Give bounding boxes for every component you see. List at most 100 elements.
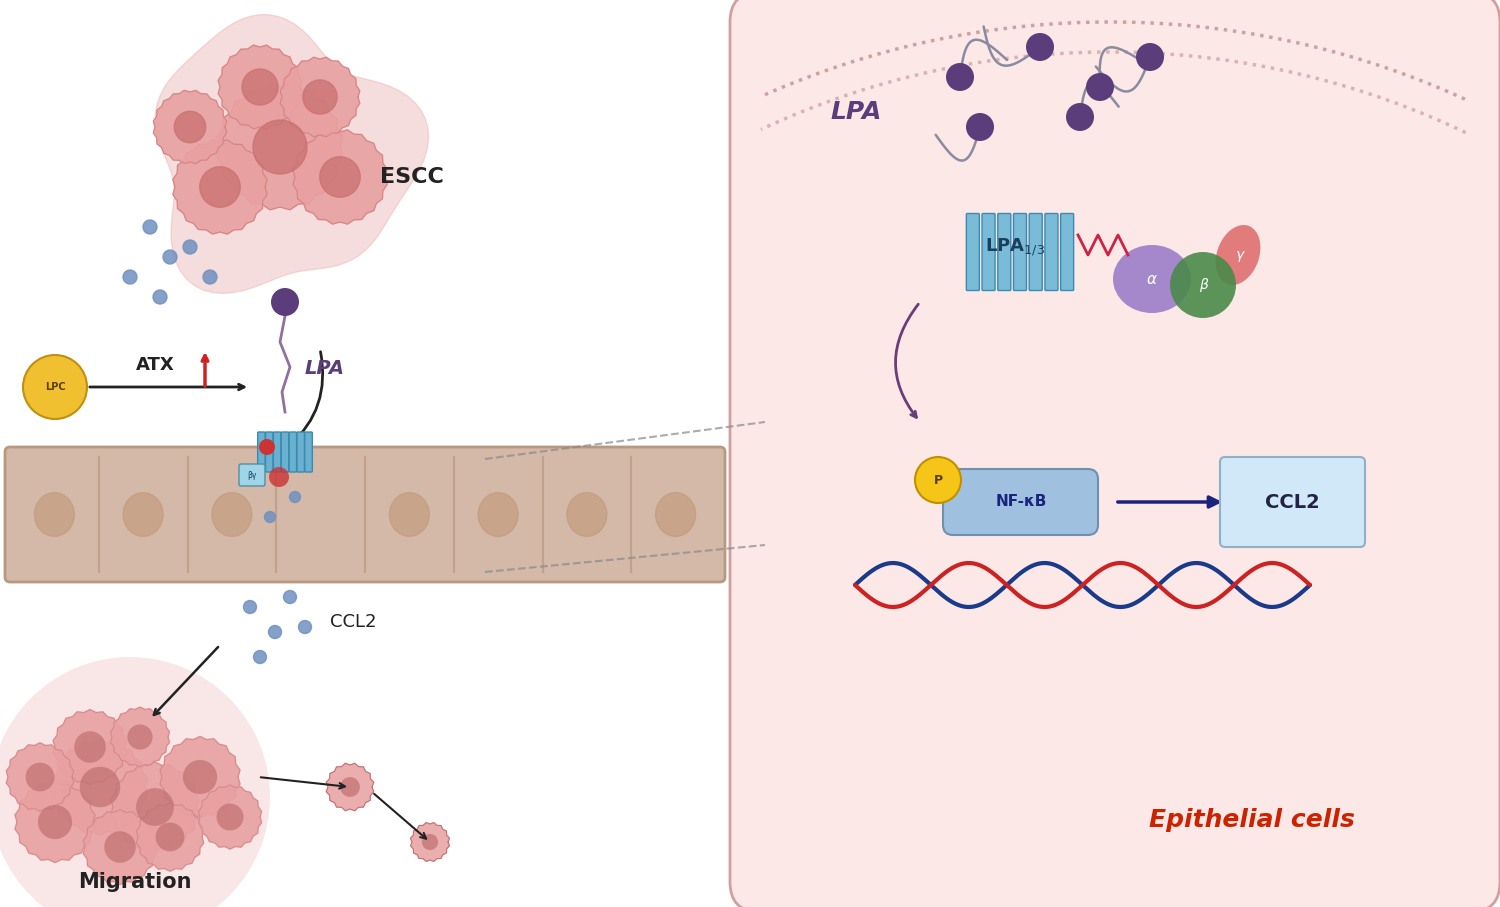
Circle shape (272, 288, 298, 316)
FancyBboxPatch shape (982, 213, 994, 290)
Circle shape (284, 590, 297, 603)
Circle shape (216, 804, 243, 831)
Circle shape (1136, 43, 1164, 71)
Text: γ: γ (1236, 248, 1244, 262)
Polygon shape (111, 762, 200, 852)
Circle shape (136, 788, 174, 826)
Circle shape (183, 760, 218, 795)
FancyBboxPatch shape (1014, 213, 1026, 290)
Circle shape (22, 355, 87, 419)
Polygon shape (6, 743, 74, 811)
Circle shape (128, 725, 153, 749)
Polygon shape (53, 709, 128, 785)
Circle shape (153, 290, 166, 304)
FancyBboxPatch shape (266, 432, 273, 472)
Polygon shape (15, 781, 94, 863)
Circle shape (268, 467, 290, 487)
Polygon shape (53, 739, 147, 835)
Circle shape (966, 113, 994, 141)
Polygon shape (160, 736, 240, 817)
Circle shape (142, 220, 158, 234)
FancyBboxPatch shape (1060, 213, 1074, 290)
FancyBboxPatch shape (282, 432, 290, 472)
FancyBboxPatch shape (4, 447, 724, 582)
Polygon shape (172, 140, 267, 234)
Circle shape (156, 823, 184, 852)
Text: α: α (1148, 271, 1156, 287)
FancyBboxPatch shape (1046, 213, 1058, 290)
Circle shape (26, 763, 54, 792)
FancyBboxPatch shape (273, 432, 280, 472)
Ellipse shape (390, 493, 429, 536)
Polygon shape (217, 84, 344, 210)
Circle shape (123, 270, 136, 284)
Text: CCL2: CCL2 (330, 613, 376, 631)
Text: β: β (1198, 278, 1208, 292)
FancyBboxPatch shape (290, 432, 297, 472)
Circle shape (320, 157, 360, 197)
Circle shape (946, 63, 974, 91)
Polygon shape (217, 45, 302, 129)
Circle shape (174, 112, 206, 142)
FancyBboxPatch shape (258, 432, 266, 472)
Text: CCL2: CCL2 (1264, 493, 1320, 512)
Text: P: P (933, 473, 942, 486)
Ellipse shape (211, 493, 252, 536)
Polygon shape (153, 91, 226, 163)
Polygon shape (154, 15, 429, 294)
Text: LPA$_{1/3}$: LPA$_{1/3}$ (986, 236, 1046, 258)
Circle shape (422, 834, 438, 850)
Polygon shape (111, 707, 170, 767)
Circle shape (340, 777, 360, 797)
Circle shape (254, 650, 267, 664)
Text: LPA: LPA (830, 100, 882, 124)
Polygon shape (136, 803, 204, 872)
FancyBboxPatch shape (238, 464, 266, 486)
Circle shape (80, 766, 120, 807)
Circle shape (254, 120, 308, 174)
Text: Epithelial cells: Epithelial cells (1149, 808, 1354, 832)
Circle shape (260, 439, 274, 455)
Polygon shape (327, 764, 374, 811)
Polygon shape (411, 823, 450, 862)
Ellipse shape (34, 493, 75, 536)
FancyBboxPatch shape (1220, 457, 1365, 547)
Circle shape (290, 492, 300, 502)
Text: NF-κB: NF-κB (996, 494, 1047, 510)
Circle shape (1066, 103, 1094, 131)
FancyBboxPatch shape (730, 0, 1500, 907)
Text: LPA: LPA (304, 359, 345, 378)
Text: ATX: ATX (135, 356, 174, 374)
FancyBboxPatch shape (304, 432, 312, 472)
Text: LPC: LPC (45, 382, 66, 392)
Ellipse shape (1215, 225, 1260, 285)
Polygon shape (292, 130, 387, 224)
Ellipse shape (567, 493, 608, 536)
FancyBboxPatch shape (297, 432, 304, 472)
Circle shape (303, 80, 338, 114)
Circle shape (74, 731, 105, 763)
FancyBboxPatch shape (944, 469, 1098, 535)
FancyBboxPatch shape (966, 213, 980, 290)
Text: ESCC: ESCC (380, 167, 444, 187)
Circle shape (1170, 252, 1236, 318)
Ellipse shape (478, 493, 518, 536)
Ellipse shape (656, 493, 696, 536)
Circle shape (202, 270, 217, 284)
Circle shape (298, 620, 312, 633)
FancyBboxPatch shape (998, 213, 1011, 290)
Polygon shape (82, 810, 158, 884)
Circle shape (242, 69, 278, 105)
Circle shape (104, 831, 135, 863)
Text: Migration: Migration (78, 872, 192, 892)
Circle shape (264, 512, 276, 522)
Ellipse shape (1113, 245, 1191, 313)
Circle shape (38, 805, 72, 839)
FancyBboxPatch shape (1029, 213, 1042, 290)
Circle shape (1086, 73, 1114, 101)
Circle shape (268, 626, 282, 639)
Circle shape (915, 457, 962, 503)
Circle shape (1026, 33, 1054, 61)
Circle shape (200, 167, 240, 208)
Circle shape (0, 657, 270, 907)
